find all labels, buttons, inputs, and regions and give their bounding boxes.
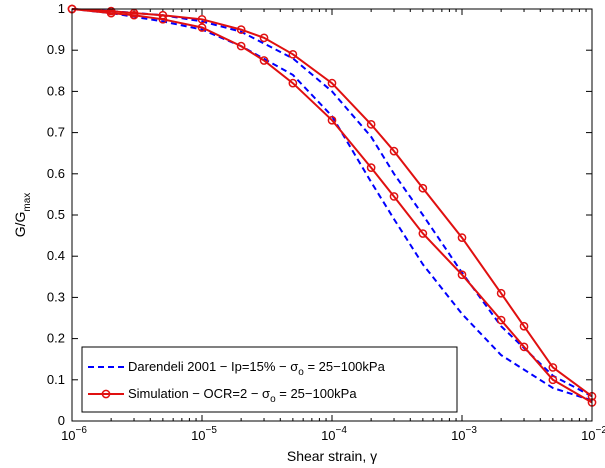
x-tick-label-exponent: −4 [336,425,348,436]
x-tick-label-exponent: −3 [466,425,478,436]
legend-label-text: Darendeli 2001 − Ip=15% − σ [128,359,298,374]
y-tick-label: 0 [58,413,65,428]
y-axis-label-main: G/G [12,212,28,238]
x-tick-label: 10−4 [321,425,347,443]
x-tick-label-base: 10 [61,428,75,443]
legend-label-text: = 25−100kPa [304,359,386,374]
y-tick-label: 0.2 [47,331,65,346]
x-tick-label: 10−2 [581,425,605,443]
x-tick-label-base: 10 [451,428,465,443]
y-tick-labels: 0 0.1 0.2 0.3 0.4 0.5 0.6 0.7 0.8 0.9 1 [47,1,65,428]
y-tick-label: 0.5 [47,207,65,222]
legend: Darendeli 2001 − Ip=15% − σo = 25−100kPa… [82,347,457,412]
x-axis-label: Shear strain, γ [287,448,377,464]
y-axis-label: G/Gmax [12,193,33,238]
y-tick-label: 0.3 [47,289,65,304]
y-tick-label: 0.8 [47,83,65,98]
svg-text:G/Gmax: G/Gmax [12,193,33,238]
y-tick-label: 0.4 [47,248,65,263]
legend-label-text: = 25−100kPa [276,386,358,401]
x-tick-label-base: 10 [321,428,335,443]
y-tick-label: 0.1 [47,372,65,387]
y-tick-label: 0.7 [47,125,65,140]
x-tick-label-exponent: −5 [206,425,218,436]
y-axis-label-sub: max [22,193,33,212]
x-tick-label-base: 10 [191,428,205,443]
legend-label-text: Simulation − OCR=2 − σ [128,386,270,401]
y-tick-label: 0.9 [47,42,65,57]
y-tick-label: 0.6 [47,166,65,181]
x-tick-label-exponent: −6 [76,425,88,436]
x-tick-label: 10−5 [191,425,217,443]
x-tick-label-exponent: −2 [596,425,605,436]
x-tick-labels: 10−6 10−5 10−4 10−3 10−2 [61,425,605,443]
x-tick-label: 10−6 [61,425,87,443]
x-tick-label: 10−3 [451,425,477,443]
x-tick-label-base: 10 [581,428,595,443]
y-tick-label: 1 [58,1,65,16]
